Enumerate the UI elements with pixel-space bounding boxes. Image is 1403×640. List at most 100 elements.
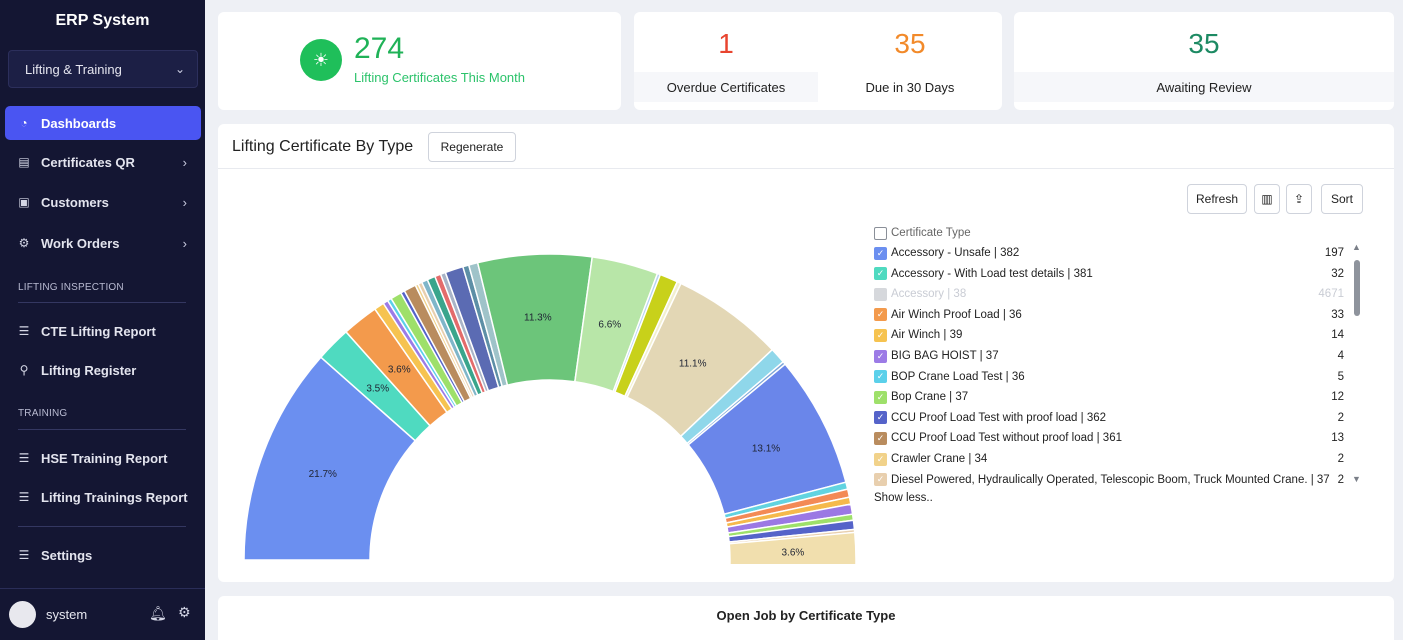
sidebar: ERP System Lifting & Training ⌄ ◔ Dashbo…	[0, 0, 205, 640]
legend-item[interactable]: ✓ Diesel Powered, Hydraulically Operated,…	[874, 471, 1344, 489]
checkbox-checked-icon: ✓	[874, 328, 887, 342]
divider	[18, 429, 186, 430]
legend-item[interactable]: Accessory | 38 4671	[874, 285, 1344, 303]
legend-item-value: 12	[1331, 391, 1344, 404]
sidebar-item-work-orders[interactable]: ⚙ Work Orders ›	[5, 226, 201, 260]
legend-item[interactable]: ✓ Accessory - With Load test details | 38…	[874, 265, 1344, 283]
legend-item-value: 2	[1337, 473, 1344, 486]
refresh-button[interactable]: Refresh	[1187, 184, 1247, 214]
checkbox-unchecked-icon	[874, 287, 887, 301]
legend-item-label: BOP Crane Load Test | 36	[891, 370, 1025, 383]
work-orders-icon: ⚙	[18, 236, 30, 250]
chevron-right-icon: ›	[182, 154, 187, 170]
legend-item[interactable]: ✓ Air Winch | 39 14	[874, 326, 1344, 344]
divider	[18, 526, 186, 527]
legend-item[interactable]: ✓ CCU Proof Load Test with proof load | 3…	[874, 409, 1344, 427]
legend-item-value: 2	[1337, 453, 1344, 465]
checkbox-checked-icon: ✓	[874, 349, 887, 363]
legend-item-value: 32	[1331, 267, 1344, 280]
checkbox-checked-icon: ✓	[874, 390, 887, 404]
chevron-right-icon: ›	[182, 235, 187, 251]
sidebar-item-lifting-register[interactable]: ⚲ Lifting Register	[5, 353, 201, 387]
legend-item[interactable]: ✓ Accessory - Unsafe | 382 197	[874, 244, 1344, 262]
avatar[interactable]	[9, 601, 36, 628]
module-selector-label: Lifting & Training	[25, 61, 122, 77]
review-label: Awaiting Review	[1156, 80, 1252, 95]
sidebar-item-settings[interactable]: ☰ Settings	[5, 538, 201, 572]
sidebar-item-label: Lifting Register	[41, 362, 137, 378]
scroll-up-icon[interactable]: ▲	[1352, 242, 1361, 252]
half-donut-chart: 21.7% 3.5% 3.6% 11.3% 6.6% 11.1% 13.1% 3.6%	[243, 253, 857, 564]
legend-item-value: 4671	[1318, 288, 1344, 301]
chevron-right-icon: ›	[182, 194, 187, 210]
section-label-training: TRAINING	[18, 408, 68, 419]
legend-item-value: 13	[1331, 432, 1344, 445]
sidebar-item-customers[interactable]: ▣ Customers ›	[5, 185, 201, 219]
list-icon: ☰	[18, 324, 30, 338]
regenerate-button[interactable]: Regenerate	[428, 132, 516, 162]
sidebar-item-label: HSE Training Report	[41, 450, 168, 466]
slice-label: 21.7%	[309, 469, 337, 480]
checkbox-checked-icon: ✓	[874, 267, 887, 281]
list-icon: ☰	[18, 451, 30, 465]
legend-item-label: Accessory - With Load test details | 381	[891, 267, 1093, 280]
slice-label: 6.6%	[598, 319, 621, 330]
legend-item-label: BIG BAG HOIST | 37	[891, 350, 999, 362]
legend-item[interactable]: ✓ Air Winch Proof Load | 36 33	[874, 306, 1344, 324]
sidebar-item-label: Lifting Trainings Report	[41, 489, 188, 505]
user-profile: system 🔔︎ ⚙	[0, 588, 205, 640]
chevron-down-icon: ⌄	[174, 62, 185, 76]
sidebar-item-certificates-qr[interactable]: ▤ Certificates QR ›	[5, 145, 201, 179]
show-less-link[interactable]: Show less..	[874, 492, 933, 504]
module-selector[interactable]: Lifting & Training ⌄	[8, 50, 198, 88]
sidebar-item-hse-training-report[interactable]: ☰ HSE Training Report	[5, 441, 201, 475]
bar-chart-icon[interactable]: ▥	[1254, 184, 1280, 214]
sidebar-item-label: CTE Lifting Report	[41, 323, 156, 339]
sidebar-item-label: Customers	[41, 194, 109, 210]
legend-header[interactable]: Certificate Type	[874, 224, 1344, 242]
register-icon: ⚲	[19, 363, 29, 377]
export-icon[interactable]: ⇪	[1286, 184, 1312, 214]
due-value: 35	[894, 28, 926, 59]
legend-item-value: 14	[1331, 329, 1344, 342]
overdue-value: 1	[718, 28, 734, 59]
sort-button[interactable]: Sort	[1321, 184, 1363, 214]
slice-label: 3.5%	[366, 384, 389, 395]
legend-item-label: Air Winch | 39	[891, 329, 963, 342]
legend-item[interactable]: ✓ BIG BAG HOIST | 37 4	[874, 347, 1344, 365]
legend-item-label: Crawler Crane | 34	[891, 453, 988, 465]
sidebar-item-lifting-trainings-report[interactable]: ☰ Lifting Trainings Report	[5, 480, 201, 514]
legend-item[interactable]: ✓ CCU Proof Load Test without proof load …	[874, 429, 1344, 447]
legend-item[interactable]: ✓ BOP Crane Load Test | 36 5	[874, 368, 1344, 386]
chart-slice[interactable]	[728, 531, 857, 564]
settings-list-icon: ☰	[18, 548, 30, 562]
checkbox-checked-icon: ✓	[874, 473, 887, 487]
sidebar-item-dashboards[interactable]: ◔ Dashboards	[5, 106, 201, 140]
legend-item-value: 33	[1331, 308, 1344, 321]
checkbox-checked-icon: ✓	[874, 431, 887, 445]
sidebar-item-label: Settings	[41, 547, 93, 563]
sidebar-item-cte-lifting-report[interactable]: ☰ CTE Lifting Report	[5, 314, 201, 348]
kpi-value: 274	[354, 32, 405, 65]
divider	[18, 302, 186, 303]
scrollbar-thumb[interactable]	[1354, 260, 1360, 316]
review-value: 35	[1188, 28, 1220, 59]
stat-band	[1014, 72, 1394, 102]
gear-icon[interactable]: ⚙	[178, 604, 191, 620]
legend-item-label: CCU Proof Load Test without proof load |…	[891, 432, 1122, 445]
legend-item[interactable]: ✓ Bop Crane | 37 12	[874, 388, 1344, 406]
stat-band	[634, 72, 818, 102]
chart-panel: Lifting Certificate By Type Regenerate R…	[218, 124, 1394, 582]
sunrise-icon: ☀	[300, 39, 342, 81]
scroll-down-icon[interactable]: ▼	[1352, 474, 1361, 484]
legend-item-label: Bop Crane | 37	[891, 391, 969, 404]
legend-item-value: 4	[1337, 350, 1344, 362]
user-name: system	[46, 607, 88, 622]
legend-item-value: 2	[1337, 411, 1344, 424]
checkbox-icon	[874, 226, 887, 240]
kpi-label: Lifting Certificates This Month	[354, 70, 525, 85]
legend-item[interactable]: ✓ Crawler Crane | 34 2	[874, 450, 1344, 468]
legend-item-label: Accessory | 38	[891, 288, 967, 301]
bell-icon[interactable]: 🔔︎	[149, 605, 167, 621]
checkbox-checked-icon: ✓	[874, 246, 887, 260]
